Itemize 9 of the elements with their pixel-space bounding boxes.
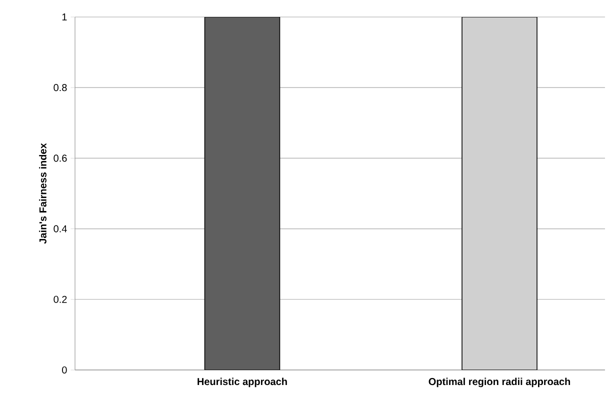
y-tick-label: 0.6 xyxy=(54,154,67,162)
y-tick-label: 0 xyxy=(62,366,67,374)
y-tick-label: 0.8 xyxy=(54,84,67,92)
y-axis-title: Jain's Fairness index xyxy=(39,143,46,244)
x-tick-label: Heuristic approach xyxy=(198,378,287,388)
y-tick-label: 1 xyxy=(62,14,67,20)
y-tick-label: 0.4 xyxy=(54,225,67,232)
y-tick-label: 0.2 xyxy=(54,296,67,303)
x-tick-label: Optimal region radii approach xyxy=(428,378,570,388)
